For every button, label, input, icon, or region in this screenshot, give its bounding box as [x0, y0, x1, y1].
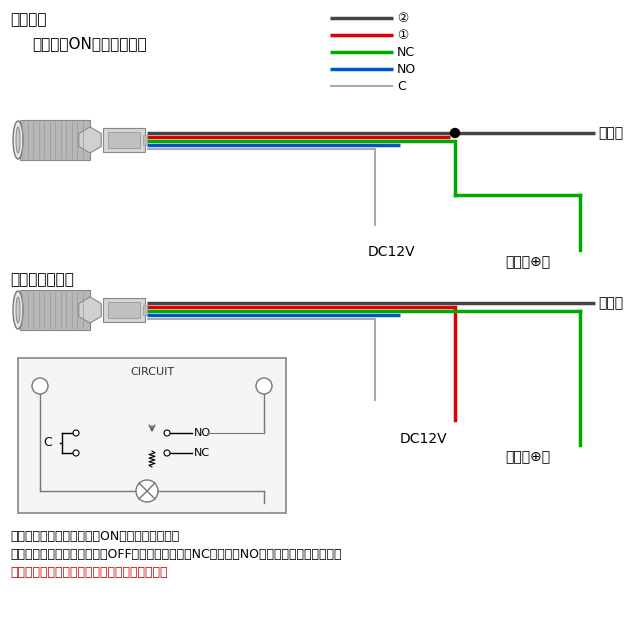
Text: C: C: [44, 436, 52, 449]
Text: 常時イルミ点灯: 常時イルミ点灯: [10, 272, 74, 287]
Circle shape: [451, 129, 460, 138]
Bar: [108, 302, 140, 318]
Circle shape: [256, 378, 272, 394]
Text: スイッチONでイルミ点灯: スイッチONでイルミ点灯: [32, 36, 147, 51]
Bar: [18, 358, 286, 513]
Bar: [108, 132, 140, 148]
Text: NO: NO: [194, 428, 211, 438]
Bar: [143, 135, 147, 145]
Bar: [20, 290, 90, 330]
Ellipse shape: [13, 121, 23, 159]
Bar: [143, 305, 147, 315]
Text: CIRCUIT: CIRCUIT: [130, 367, 174, 377]
Circle shape: [136, 480, 158, 502]
Text: DC12V: DC12V: [400, 432, 447, 446]
Text: アース: アース: [598, 126, 623, 140]
Circle shape: [32, 378, 48, 394]
Text: NC: NC: [194, 448, 210, 458]
Text: NO: NO: [397, 63, 416, 76]
Text: ①: ①: [36, 381, 44, 391]
Text: ②: ②: [260, 381, 268, 391]
Circle shape: [73, 450, 79, 456]
Circle shape: [164, 430, 170, 436]
Bar: [103, 128, 145, 152]
Ellipse shape: [16, 297, 20, 323]
Text: 使用しない線は必ず絶縁処理をしてください。: 使用しない線は必ず絶縁処理をしてください。: [10, 566, 168, 579]
Text: ②: ②: [397, 12, 408, 24]
Text: 凹み状態で電装品を一時的にOFFする場合は、緑（NC）と青（NO）を入れ替えて下さい。: 凹み状態で電装品を一時的にOFFする場合は、緑（NC）と青（NO）を入れ替えて下…: [10, 548, 342, 561]
Text: 上記はいずれも凹み状態でONにする場合です。: 上記はいずれも凹み状態でONにする場合です。: [10, 530, 179, 543]
Text: 電装品⊕へ: 電装品⊕へ: [505, 255, 550, 269]
Text: ①: ①: [397, 29, 408, 42]
Text: C: C: [397, 79, 406, 93]
Ellipse shape: [13, 291, 23, 329]
Text: DC12V: DC12V: [368, 245, 415, 259]
Circle shape: [164, 450, 170, 456]
Bar: [103, 298, 145, 322]
Text: NC: NC: [397, 45, 415, 58]
Bar: [20, 120, 90, 160]
Text: アース: アース: [598, 296, 623, 310]
Text: 配線方法: 配線方法: [10, 12, 47, 27]
Ellipse shape: [16, 127, 20, 153]
Circle shape: [73, 430, 79, 436]
Text: 電装品⊕へ: 電装品⊕へ: [505, 450, 550, 464]
